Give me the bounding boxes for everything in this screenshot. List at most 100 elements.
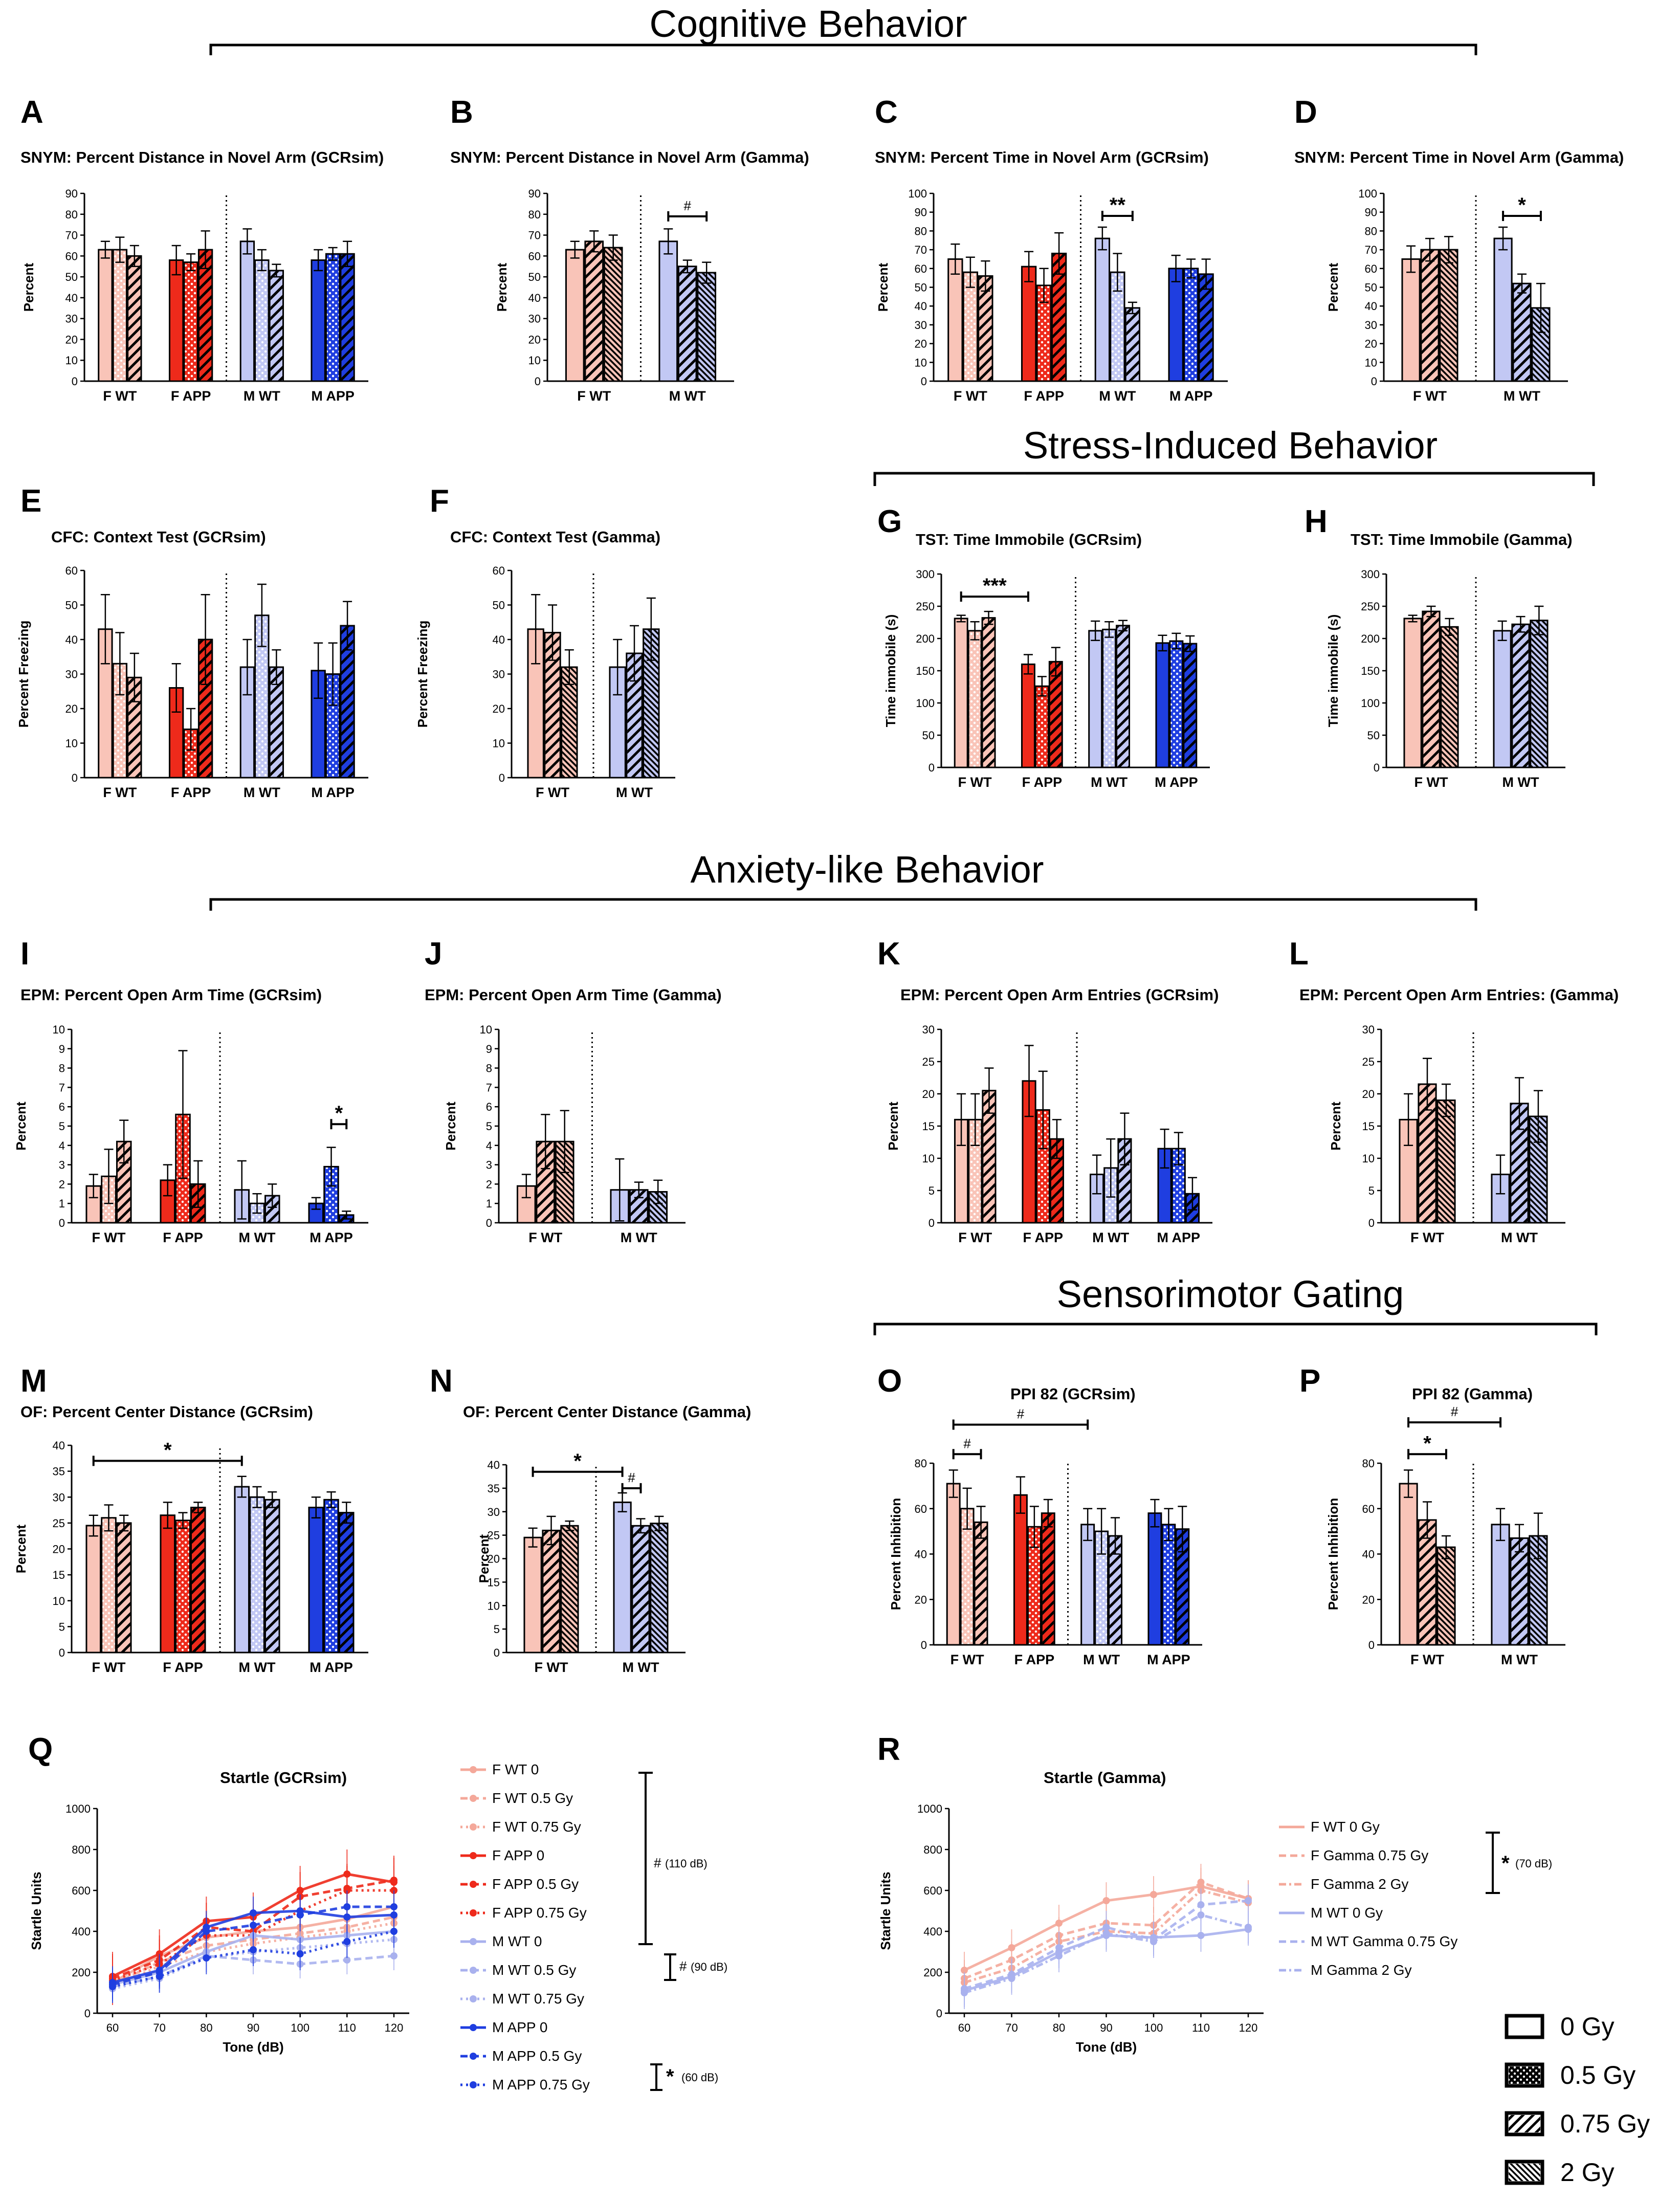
y-tick-label: 60 — [915, 1503, 927, 1515]
y-tick-label: 200 — [1361, 632, 1380, 645]
data-point — [250, 1946, 257, 1953]
y-tick-label: 60 — [65, 564, 78, 577]
bar — [1021, 663, 1035, 768]
panel-label: B — [450, 95, 473, 130]
y-axis-label: Percent — [13, 1524, 29, 1573]
y-tick-label: 10 — [922, 1152, 935, 1165]
legend-marker — [470, 2024, 477, 2031]
bar-pattern — [1513, 625, 1529, 767]
bar-pattern — [543, 1531, 559, 1652]
panel-I: I EPM: Percent Open Arm Time (GCRsim) 0 1 2 3… — [13, 936, 368, 1245]
bar-pattern — [326, 254, 339, 381]
bar-pattern — [1028, 1527, 1040, 1644]
panel-label: J — [425, 936, 442, 972]
bar — [1147, 1512, 1162, 1646]
section-header-anxiety: Anxiety-like Behavior — [209, 848, 1477, 911]
x-category-label: M WT — [1501, 1230, 1538, 1245]
bar-pattern — [1423, 612, 1439, 767]
bar-pattern — [1036, 687, 1048, 767]
panel-R: R Startle (Gamma) 0 200 400 600 800 1000 60 70 80 9… — [877, 1732, 1552, 2055]
y-tick-label: 80 — [1362, 1457, 1375, 1470]
y-tick-label: 50 — [493, 599, 505, 612]
data-point — [390, 1928, 397, 1935]
section-header-cognitive: Cognitive Behavior — [209, 3, 1477, 55]
y-tick-label: 20 — [528, 333, 541, 346]
y-tick-label: 40 — [1362, 1548, 1375, 1561]
y-tick-label: 0 — [59, 1217, 65, 1229]
data-point — [343, 1956, 351, 1964]
legend-marker — [470, 2081, 477, 2088]
x-tick-label: 100 — [291, 2021, 310, 2034]
x-category-label: F WT — [950, 1652, 984, 1667]
data-point — [390, 1952, 397, 1959]
chart-title: CFC: Context Test (Gamma) — [450, 528, 660, 546]
y-tick-label: 4 — [486, 1139, 492, 1152]
dose-swatch-pattern — [1509, 2164, 1540, 2181]
legend-label: M APP 0 — [492, 2019, 547, 2035]
y-tick-label: 50 — [922, 729, 935, 742]
x-category-label: F APP — [1022, 775, 1063, 790]
x-category-label: M APP — [1147, 1652, 1190, 1667]
panel-A: A SNYM: Percent Distance in Novel Arm (GC… — [20, 95, 384, 404]
y-tick-label: 200 — [923, 1966, 942, 1979]
y-tick-label: 8 — [486, 1062, 492, 1075]
x-category-label: M WT — [1083, 1652, 1120, 1667]
x-category-label: F APP — [1023, 1230, 1063, 1245]
legend-label: F Gamma 2 Gy — [1311, 1876, 1408, 1892]
x-tick-label: 110 — [338, 2021, 356, 2034]
legend-label: M Gamma 2 Gy — [1311, 1962, 1412, 1978]
x-category-label: F WT — [577, 388, 611, 404]
y-tick-label: 10 — [65, 354, 78, 367]
bar-pattern — [1173, 1149, 1184, 1222]
section-title: Stress-Induced Behavior — [1023, 424, 1438, 467]
x-category-label: F APP — [1024, 388, 1064, 404]
x-category-label: F WT — [92, 1660, 126, 1675]
x-category-label: F APP — [171, 785, 211, 800]
y-tick-label: 30 — [528, 313, 541, 325]
sig-note: (110 dB) — [665, 1857, 708, 1870]
bar-pattern — [1103, 630, 1115, 767]
y-tick-label: 60 — [1362, 1503, 1375, 1515]
x-category-label: M WT — [244, 785, 280, 800]
panel-J: J EPM: Percent Open Arm Time (Gamma) 0 1 2 3 4… — [425, 936, 722, 1245]
bar — [234, 1486, 250, 1654]
y-tick-label: 10 — [65, 737, 78, 750]
chart-title: Startle (Gamma) — [1044, 1769, 1166, 1787]
y-tick-label: 30 — [65, 313, 78, 325]
bar-pattern — [1050, 662, 1062, 767]
y-tick-label: 10 — [528, 354, 541, 367]
bar — [1399, 1483, 1418, 1646]
chart-title: OF: Percent Center Distance (Gamma) — [463, 1403, 751, 1421]
y-tick-label: 0 — [929, 1217, 935, 1229]
dose-swatch — [1505, 2014, 1544, 2039]
chart-title: OF: Percent Center Distance (GCRsim) — [20, 1403, 313, 1421]
y-tick-label: 200 — [916, 632, 935, 645]
bar-pattern — [1438, 1101, 1454, 1222]
bar-pattern — [605, 248, 622, 381]
y-tick-label: 8 — [59, 1062, 65, 1075]
y-tick-label: 50 — [528, 271, 541, 283]
data-point — [203, 1928, 210, 1935]
x-category-label: M WT — [1504, 388, 1540, 404]
y-axis-label: Percent — [476, 1534, 492, 1583]
bar-pattern — [1051, 1139, 1063, 1222]
legend-marker — [470, 1766, 477, 1773]
data-point — [1008, 1975, 1015, 1982]
bar-pattern — [185, 263, 197, 381]
bar-pattern — [270, 668, 283, 777]
y-tick-label: 5 — [59, 1120, 65, 1133]
panel-label: N — [430, 1363, 453, 1399]
y-axis-label: Percent — [1325, 262, 1341, 312]
x-category-label: F WT — [954, 388, 987, 404]
y-tick-label: 20 — [53, 1543, 65, 1556]
panel-label: K — [877, 936, 900, 972]
y-tick-label: 1000 — [917, 1802, 942, 1815]
bar-pattern — [199, 640, 212, 777]
legend-label: F WT 0 Gy — [1311, 1819, 1380, 1835]
y-tick-label: 0 — [921, 1639, 927, 1652]
legend-label: F APP 0.5 Gy — [492, 1876, 579, 1892]
y-tick-label: 40 — [493, 633, 505, 646]
chart-title: EPM: Percent Open Arm Time (GCRsim) — [20, 986, 322, 1004]
y-tick-label: 100 — [1361, 697, 1380, 710]
y-tick-label: 6 — [486, 1100, 492, 1113]
